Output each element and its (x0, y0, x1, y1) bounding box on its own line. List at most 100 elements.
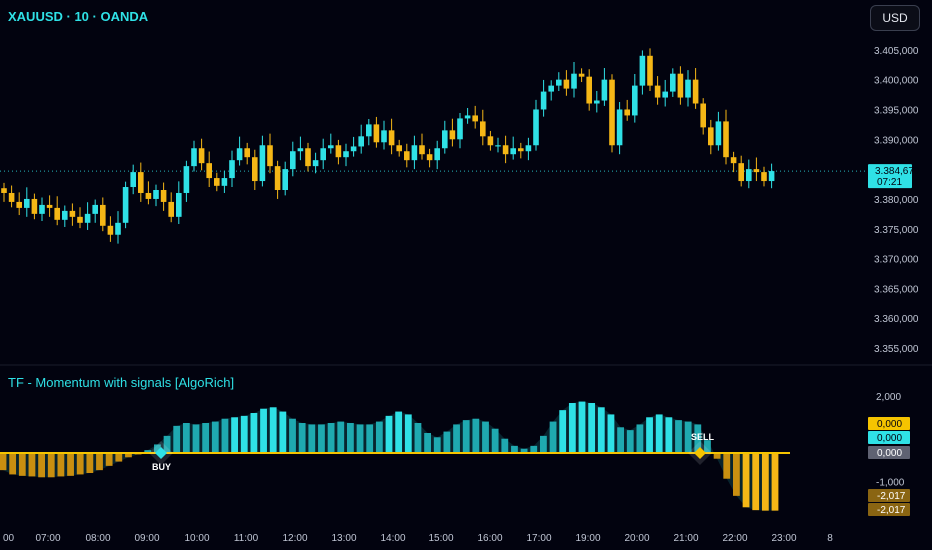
signal-diamond (694, 447, 706, 459)
indicator-value-label: 0,000 (877, 419, 902, 430)
time-tick-label: 09:00 (134, 533, 159, 544)
histogram-bar (549, 421, 557, 453)
candle-body (297, 148, 304, 152)
candle-body (358, 136, 364, 147)
candle-body (16, 201, 22, 208)
candle-body (138, 172, 144, 193)
candle-body (632, 85, 638, 116)
symbol-title[interactable]: XAUUSD · 10 · OANDA (8, 9, 149, 24)
time-tick-label: 21:00 (673, 533, 698, 544)
histogram-bar (733, 453, 740, 496)
current-price-label: 3.384,670 (875, 166, 920, 177)
histogram-bar (231, 417, 238, 453)
candle-body (654, 85, 661, 98)
histogram-bar (260, 408, 267, 453)
histogram-bar (559, 410, 567, 453)
candle-body (77, 216, 83, 223)
candle-body (84, 213, 91, 223)
candle-body (160, 190, 167, 202)
candle-body (533, 109, 539, 146)
candle-body (259, 145, 266, 182)
price-tick-label: 3.355,000 (874, 344, 919, 355)
histogram-bar (211, 421, 219, 453)
indicator-value-tag (868, 446, 910, 459)
indicator-title[interactable]: TF - Momentum with signals [AlgoRich] (8, 375, 235, 390)
histogram-bar (568, 403, 576, 453)
indicator-value-label: -2,017 (877, 491, 906, 502)
signal-label: SELL (691, 432, 715, 442)
candle-body (236, 148, 243, 161)
candle-body (320, 148, 326, 161)
histogram-bar (704, 440, 711, 453)
candle-body (221, 178, 228, 186)
candle-body (92, 204, 98, 214)
histogram-bar (298, 423, 306, 453)
histogram-bar (289, 418, 296, 453)
candle-body (548, 85, 554, 92)
histogram-bar (105, 453, 113, 466)
price-axis[interactable]: 3.405,000 3.400,000 3.395,000 3.390,000 3.38… (868, 46, 920, 355)
current-price-tag (868, 164, 912, 189)
candle-body (487, 136, 494, 146)
histogram-bar (347, 423, 354, 453)
histogram-bar (472, 418, 480, 453)
currency-button[interactable]: USD (870, 5, 920, 31)
candle-body (502, 145, 509, 155)
candle-body (343, 151, 349, 158)
candle-body (46, 204, 53, 208)
histogram-bar (385, 415, 393, 453)
histogram-bar (433, 437, 441, 453)
histogram-bar (761, 453, 769, 511)
histogram-bar (115, 453, 123, 462)
candle-body (662, 91, 668, 98)
histogram-bar (279, 411, 287, 453)
candle-body (350, 146, 357, 152)
histogram-bar (675, 420, 682, 453)
indicator-tick-label: -1,000 (876, 478, 905, 489)
histogram-bar (250, 413, 258, 453)
momentum-histogram (0, 401, 790, 511)
candle-body (472, 115, 478, 122)
candle-body (708, 127, 714, 146)
candle-body (153, 190, 159, 199)
histogram-bar (607, 414, 615, 453)
price-tick-label: 3.365,000 (874, 284, 919, 295)
candle-body (62, 210, 68, 220)
indicator-value-tag (868, 503, 910, 516)
candle-body (214, 178, 220, 186)
candle-body (738, 163, 744, 182)
candle-body (753, 169, 760, 173)
candle-body (518, 148, 524, 152)
histogram-bar (38, 453, 45, 478)
candle-body (267, 145, 273, 167)
histogram-bar (308, 424, 316, 453)
signal-markers: BUY SELL (149, 432, 715, 472)
histogram-bar (269, 407, 277, 453)
indicator-value-label: 0,000 (877, 448, 902, 459)
histogram-bar (47, 453, 55, 478)
price-tick-label: 3.405,000 (874, 46, 919, 57)
candle-body (39, 204, 45, 214)
time-tick-label: 14:00 (380, 533, 405, 544)
time-axis[interactable]: 00 07:00 08:00 09:00 10:00 11:00 12:00 13:00 14:… (3, 533, 833, 544)
time-tick-label: 17:00 (526, 533, 551, 544)
histogram-bar (337, 421, 345, 453)
histogram-bar (491, 428, 499, 453)
candle-body (442, 130, 448, 149)
candle-body (639, 55, 646, 86)
price-tick-label: 3.370,000 (874, 255, 919, 266)
time-tick-label: 00 (3, 533, 15, 544)
candle-body (115, 222, 121, 235)
price-tick-label: 3.380,000 (874, 195, 919, 206)
histogram-bar (443, 431, 451, 453)
histogram-bar (617, 427, 624, 453)
histogram-bar (240, 415, 248, 453)
candle-body (366, 124, 372, 137)
histogram-bar (414, 423, 422, 453)
candle-body (198, 148, 205, 164)
histogram-bar (530, 445, 538, 453)
time-tick-label: 07:00 (35, 533, 60, 544)
candle-body (692, 79, 699, 104)
candle-body (206, 163, 212, 179)
